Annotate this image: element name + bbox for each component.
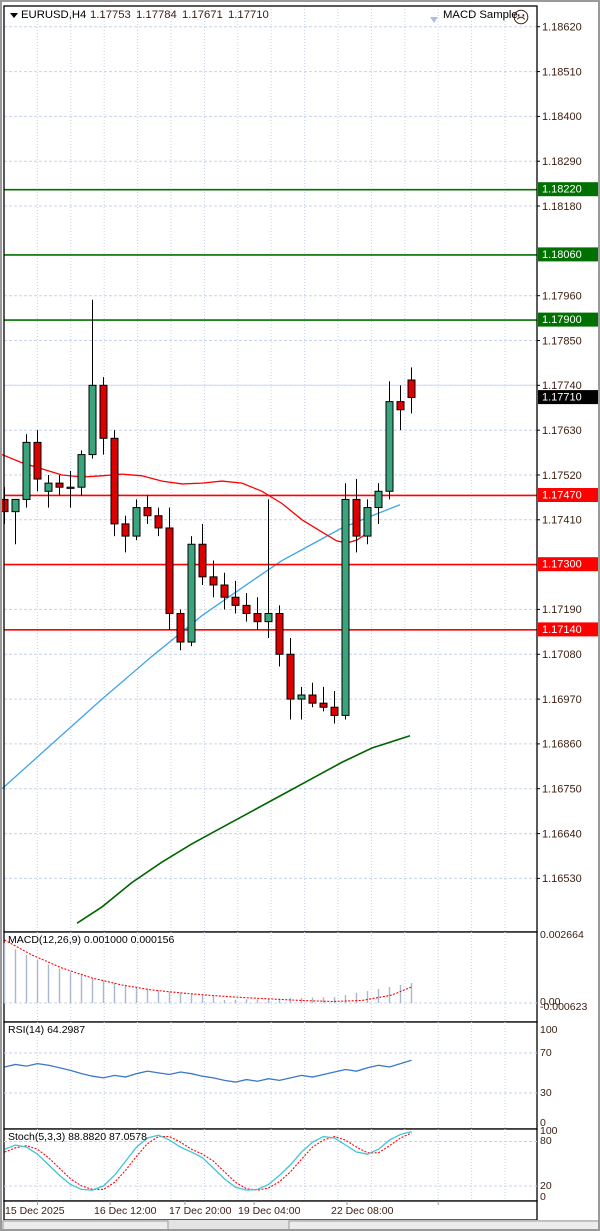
svg-text:80: 80 bbox=[540, 1135, 552, 1147]
svg-text:100: 100 bbox=[540, 1024, 558, 1036]
svg-text:16 Dec 12:00: 16 Dec 12:00 bbox=[94, 1205, 157, 1217]
svg-text:1.17080: 1.17080 bbox=[542, 649, 582, 661]
svg-text:EURUSD,H4: EURUSD,H4 bbox=[21, 9, 86, 21]
svg-text:1.17470: 1.17470 bbox=[542, 490, 582, 502]
svg-text:1.16750: 1.16750 bbox=[542, 784, 582, 796]
svg-text:1.17190: 1.17190 bbox=[542, 604, 582, 616]
svg-text:1.18220: 1.18220 bbox=[542, 184, 582, 196]
svg-text:19 Dec 04:00: 19 Dec 04:00 bbox=[238, 1205, 301, 1217]
svg-text:MACD(12,26,9) 0.001000 0.00015: MACD(12,26,9) 0.001000 0.000156 bbox=[8, 934, 175, 946]
svg-text:1.18060: 1.18060 bbox=[542, 249, 582, 261]
svg-text:1.17960: 1.17960 bbox=[542, 291, 582, 303]
svg-text:30: 30 bbox=[540, 1087, 552, 1099]
svg-text:1.16530: 1.16530 bbox=[542, 873, 582, 885]
svg-text:1.18400: 1.18400 bbox=[542, 111, 582, 123]
svg-text:1.17520: 1.17520 bbox=[542, 470, 582, 482]
svg-text:17 Dec 20:00: 17 Dec 20:00 bbox=[169, 1205, 232, 1217]
svg-text:1.17671: 1.17671 bbox=[182, 9, 223, 21]
svg-text:0: 0 bbox=[540, 1191, 546, 1203]
svg-text:1.16640: 1.16640 bbox=[542, 828, 582, 840]
svg-text:1.17784: 1.17784 bbox=[136, 9, 177, 21]
svg-text:1.18290: 1.18290 bbox=[542, 156, 582, 168]
svg-text:1.17710: 1.17710 bbox=[542, 392, 582, 404]
svg-text:1.18180: 1.18180 bbox=[542, 201, 582, 213]
svg-text:15 Dec 2025: 15 Dec 2025 bbox=[5, 1205, 65, 1217]
svg-text:1.17850: 1.17850 bbox=[542, 335, 582, 347]
svg-text:Stoch(5,3,3) 88.8820 87.0578: Stoch(5,3,3) 88.8820 87.0578 bbox=[8, 1131, 147, 1143]
svg-text:-0.000623: -0.000623 bbox=[540, 1001, 587, 1013]
svg-text:22 Dec 08:00: 22 Dec 08:00 bbox=[331, 1205, 394, 1217]
svg-text:0.002664: 0.002664 bbox=[540, 929, 584, 941]
svg-text:1.17300: 1.17300 bbox=[542, 559, 582, 571]
svg-text:1.18620: 1.18620 bbox=[542, 22, 582, 34]
svg-text:1.17410: 1.17410 bbox=[542, 515, 582, 527]
svg-text:70: 70 bbox=[540, 1047, 552, 1059]
svg-text:1.17900: 1.17900 bbox=[542, 314, 582, 326]
svg-text:1.18510: 1.18510 bbox=[542, 66, 582, 78]
svg-text:1.17710: 1.17710 bbox=[228, 9, 269, 21]
svg-text:1.16970: 1.16970 bbox=[542, 694, 582, 706]
svg-text:MACD Sample: MACD Sample bbox=[443, 9, 518, 21]
svg-text:1.16860: 1.16860 bbox=[542, 739, 582, 751]
svg-text:1.17630: 1.17630 bbox=[542, 425, 582, 437]
svg-text:RSI(14) 64.2987: RSI(14) 64.2987 bbox=[8, 1024, 85, 1036]
svg-text:1.17140: 1.17140 bbox=[542, 624, 582, 636]
svg-text:1.17753: 1.17753 bbox=[90, 9, 131, 21]
